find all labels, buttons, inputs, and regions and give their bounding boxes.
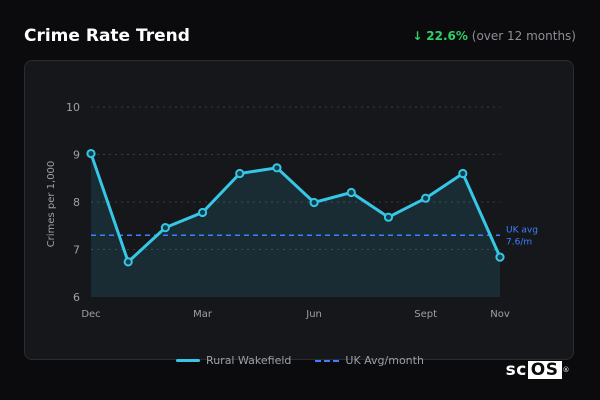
y-axis-label: Crimes per 1,000 [46, 161, 57, 248]
y-tick-label-10: 10 [66, 101, 80, 114]
chart-card [24, 60, 574, 360]
legend-swatch-reference [315, 359, 340, 362]
y-tick-label-9: 9 [73, 149, 80, 162]
data-point-10 [458, 168, 468, 179]
y-tick-label-8: 8 [73, 196, 80, 209]
legend-label-series: Rural Wakefield [206, 354, 292, 367]
data-point-11 [495, 252, 505, 262]
x-tick-label-dec: Dec [81, 309, 100, 320]
series-line [89, 152, 502, 264]
legend-swatch-series [176, 359, 201, 362]
y-tick-label-7: 7 [73, 244, 80, 257]
data-point-6 [309, 197, 319, 208]
data-point-9 [421, 193, 431, 203]
reference-label-line2: 7.6/m [506, 237, 532, 247]
data-point-0 [86, 148, 96, 159]
x-tick-label-sept: Sept [414, 309, 437, 320]
x-tick-label-jun: Jun [305, 309, 322, 320]
change-arrow: ↓ [412, 29, 423, 43]
legend-item-reference[interactable]: UK Avg/month [315, 354, 424, 367]
legend-item-series[interactable]: Rural Wakefield [176, 354, 291, 367]
change-percent: 22.6% [426, 29, 468, 43]
change-period: (over 12 months) [471, 29, 576, 43]
chart-title: Crime Rate Trend [24, 26, 190, 46]
reference-label-line1: UK avg [506, 225, 538, 235]
legend: Rural Wakefield UK Avg/month [0, 354, 600, 367]
logo-prefix: sc [505, 360, 527, 380]
legend-label-reference: UK Avg/month [345, 354, 424, 367]
brand-logo: sc OS ® [506, 360, 570, 380]
data-point-2 [160, 223, 170, 233]
logo-mark: ® [562, 366, 570, 374]
data-point-8 [383, 212, 394, 222]
data-point-3 [197, 207, 208, 218]
data-point-7 [346, 187, 356, 198]
change-indicator: ↓ 22.6% (over 12 months) [412, 29, 576, 43]
x-tick-label-mar: Mar [193, 309, 213, 320]
series-area [91, 153, 500, 297]
data-point-5 [272, 163, 282, 173]
data-point-1 [123, 257, 133, 267]
x-tick-label-nov: Nov [490, 309, 510, 320]
logo-box: OS [527, 361, 562, 379]
data-point-4 [235, 168, 245, 179]
y-tick-label-6: 6 [73, 291, 80, 304]
